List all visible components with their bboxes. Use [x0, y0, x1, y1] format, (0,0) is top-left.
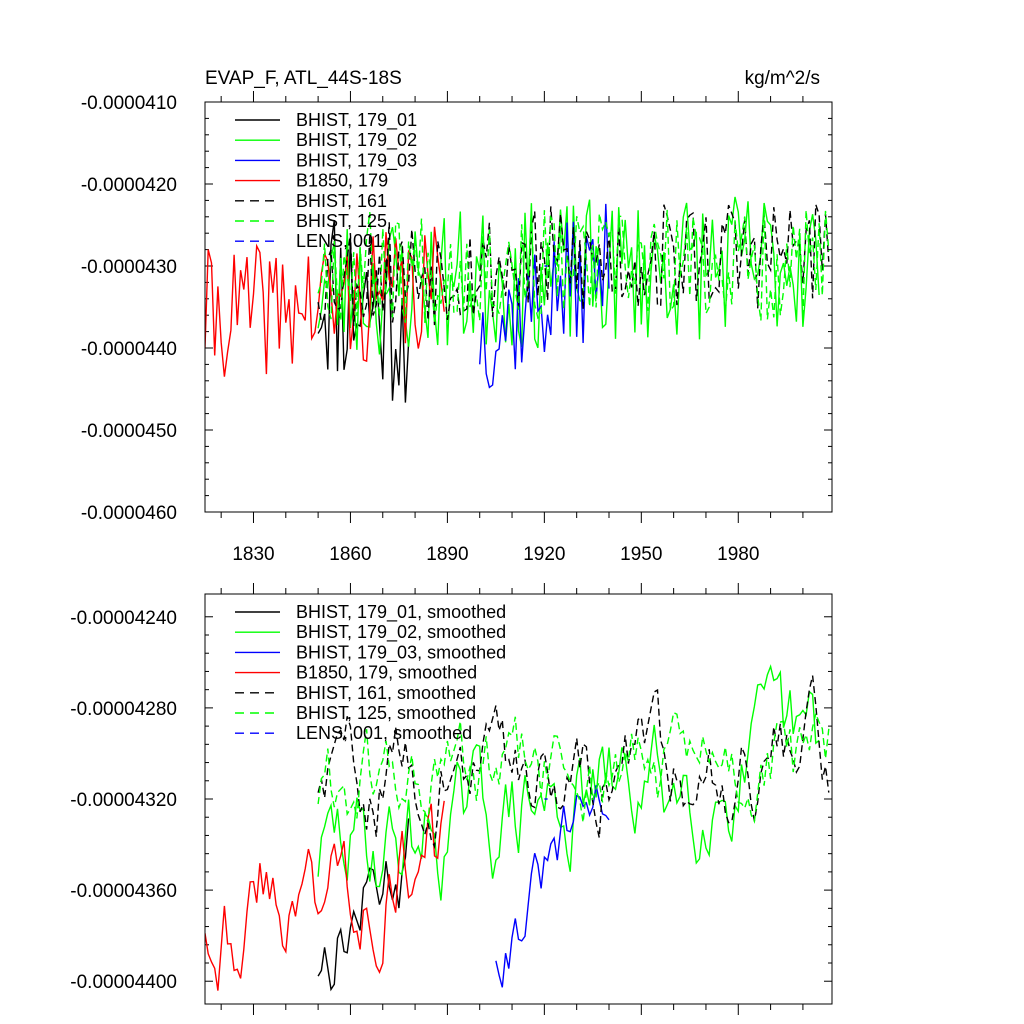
chart-panel-bottom: -0.00004240 -0.00004280 -0.00004320 -0.0000…: [70, 583, 833, 1015]
chart-panel-top: EVAP_F, ATL_44S-18S kg/m^2/s -0.0000410 -…: [81, 68, 833, 565]
y-tick-label: -0.00004280: [70, 699, 177, 720]
y-tick-label: -0.0000410: [81, 93, 177, 114]
series-line-4: [317, 204, 830, 327]
legend-label: BHIST, 179_03: [296, 150, 417, 171]
series-line-2: [479, 203, 610, 389]
legend-label: BHIST, 125: [296, 211, 387, 231]
y-tick-label: -0.0000420: [81, 175, 177, 196]
plot-frame: [204, 101, 833, 513]
legend-label: BHIST, 161: [296, 191, 387, 211]
x-tick-label: 1830: [232, 544, 274, 565]
y-tick-label: -0.00004400: [70, 972, 177, 993]
series-line-1: [317, 664, 820, 901]
legend-label: LENS, 001, smoothed: [296, 723, 472, 743]
legend-label: BHIST, 179_02, smoothed: [296, 622, 506, 643]
x-tick-label: 1980: [717, 544, 759, 565]
legend-label: BHIST, 179_03, smoothed: [296, 642, 506, 663]
legend-label: B1850, 179, smoothed: [296, 663, 477, 683]
legend-label: LENS, 001: [296, 231, 383, 251]
series-line-3: [205, 800, 445, 991]
x-tick-label: 1890: [426, 544, 468, 565]
y-tick-label: -0.0000450: [81, 421, 177, 442]
y-tick-label: -0.0000430: [81, 257, 177, 278]
y-tick-label: -0.00004360: [70, 881, 177, 902]
y-tick-label: -0.0000440: [81, 339, 177, 360]
y-tick-label: -0.00004320: [70, 790, 177, 811]
x-tick-label: 1920: [523, 544, 565, 565]
series-line-0: [317, 818, 410, 992]
x-tick-label: 1950: [620, 544, 662, 565]
series-line-4: [317, 675, 830, 849]
y-tick-label: -0.0000460: [81, 503, 177, 524]
legend-label: BHIST, 125, smoothed: [296, 703, 476, 723]
legend-label: BHIST, 161, smoothed: [296, 683, 476, 703]
chart-title: EVAP_F, ATL_44S-18S: [205, 68, 402, 89]
legend-label: B1850, 179: [296, 171, 388, 191]
series-line-0: [317, 219, 410, 403]
legend-label: BHIST, 179_01, smoothed: [296, 602, 506, 623]
plot-frame: [204, 593, 833, 1005]
x-tick-label: 1860: [329, 544, 371, 565]
series-line-5: [317, 209, 830, 324]
series-line-5: [317, 711, 830, 824]
series-line-2: [495, 785, 610, 988]
chart-units: kg/m^2/s: [745, 68, 820, 89]
legend-label: BHIST, 179_02: [296, 130, 417, 151]
legend-label: BHIST, 179_01: [296, 110, 417, 131]
y-tick-label: -0.00004240: [70, 608, 177, 629]
